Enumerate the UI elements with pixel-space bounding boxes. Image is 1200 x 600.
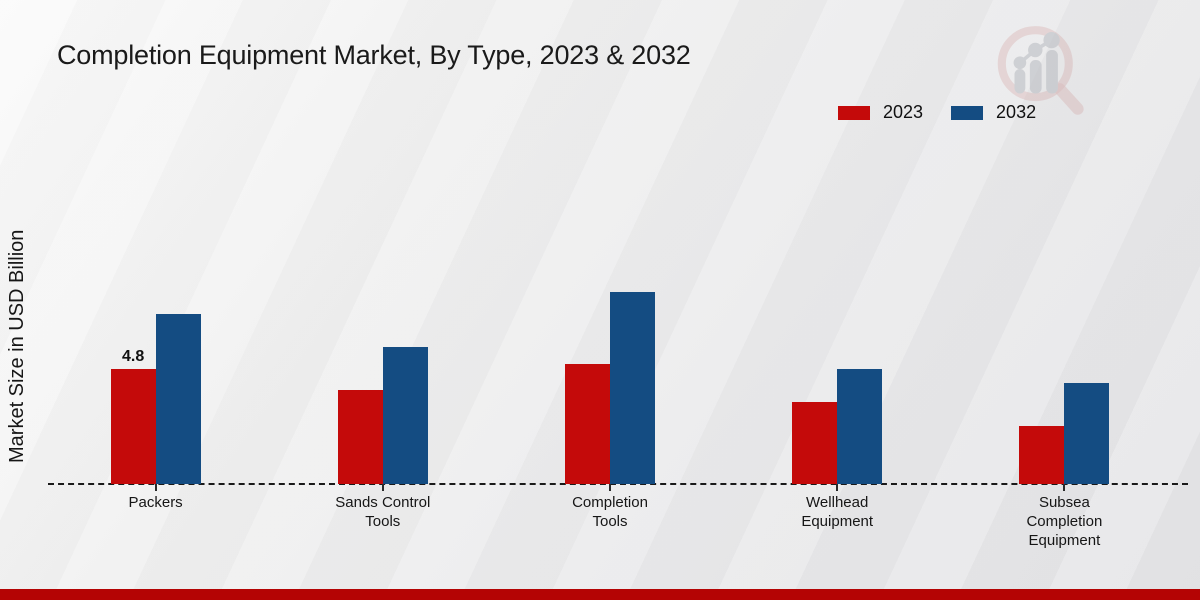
bar-value-label: 4.8 [121, 347, 145, 365]
bar-2032-sands-control-tools[interactable] [382, 347, 428, 484]
x-axis-tick [836, 484, 839, 491]
bar-group-sands-control-tools [337, 347, 428, 484]
x-axis-tick [381, 484, 384, 491]
x-axis-tick [609, 484, 611, 491]
legend-label: 2032 [996, 102, 1037, 122]
bar-group-subsea-completion-equipment [1019, 383, 1110, 484]
bar-group-wellhead-equipment [792, 369, 883, 484]
magnifier-growth-chart-logo-icon [997, 26, 1084, 115]
bar-2023-wellhead-equipment[interactable] [792, 402, 838, 484]
category-label-sands-control-tools: Sands Control Tools [335, 494, 431, 530]
legend: 2023 2032 [838, 102, 1036, 123]
x-axis-tick [1063, 484, 1066, 491]
legend-label: 2023 [883, 102, 924, 122]
legend-swatch-icon [951, 105, 984, 120]
bar-2023-sands-control-tools[interactable] [337, 390, 383, 484]
bar-2032-wellhead-equipment[interactable] [837, 369, 883, 484]
bar-2023-subsea-completion-equipment[interactable] [1019, 426, 1065, 484]
legend-swatch-icon [838, 105, 870, 120]
bar-group-packers [110, 314, 201, 484]
bar-2023-packers[interactable] [110, 369, 156, 484]
x-axis-tick [154, 484, 157, 491]
category-label-packers: Packers [128, 494, 183, 511]
bar-2032-packers[interactable] [155, 314, 201, 484]
footer-accent-bar [0, 589, 1200, 600]
category-label-completion-tools: Completion Tools [572, 494, 648, 530]
bar-2032-subsea-completion-equipment[interactable] [1064, 383, 1110, 484]
legend-item-2023[interactable]: 2023 [838, 102, 923, 123]
bar-2023-completion-tools[interactable] [565, 364, 610, 484]
bar-group-completion-tools [565, 292, 655, 484]
x-axis-baseline [48, 483, 1188, 485]
category-label-wellhead-equipment: Wellhead Equipment [801, 494, 874, 530]
bar-2032-completion-tools[interactable] [610, 292, 655, 484]
legend-item-2032[interactable]: 2032 [951, 102, 1036, 123]
chart-title: Completion Equipment Market, By Type, 20… [57, 40, 691, 70]
category-label-subsea-completion-equipment: Subsea Completion Equipment [1026, 494, 1103, 549]
